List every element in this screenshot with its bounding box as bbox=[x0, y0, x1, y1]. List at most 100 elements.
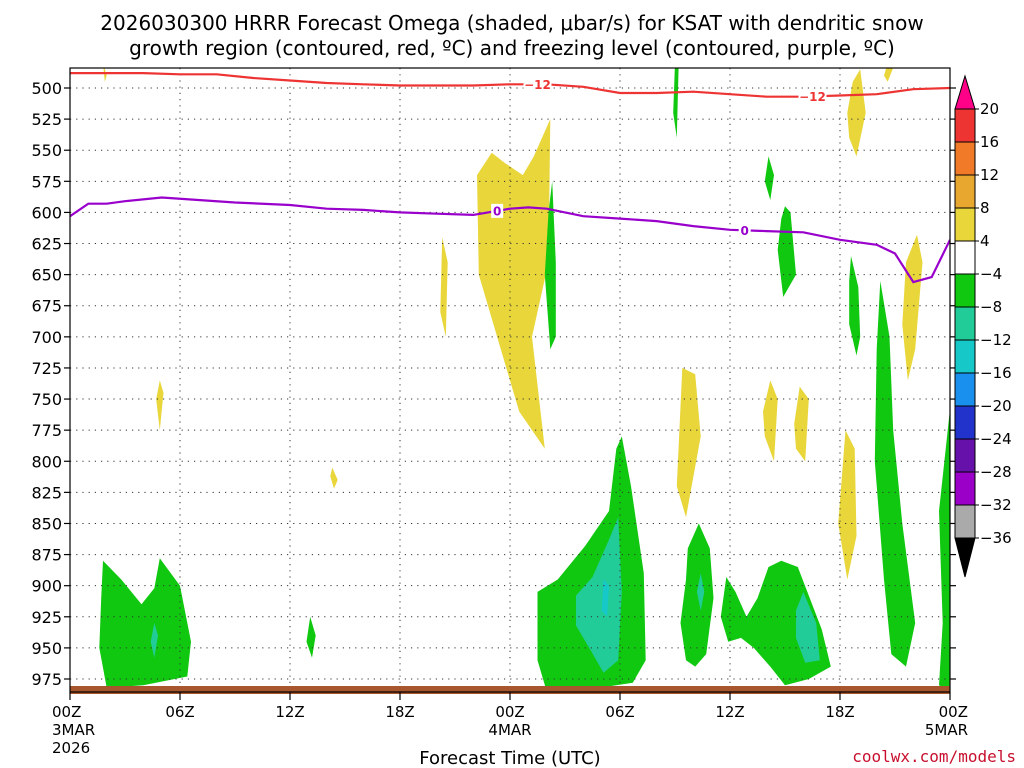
freezing-level-contour-label-1: 0 bbox=[740, 224, 748, 238]
y-tick-label-1: 525 bbox=[31, 110, 62, 129]
colorbar-label-6: −8 bbox=[980, 298, 1002, 316]
y-tick-label-17: 925 bbox=[31, 608, 62, 627]
omega-region-26 bbox=[796, 591, 820, 663]
y-tick-label-19: 975 bbox=[31, 670, 62, 689]
colorbar-arrow-bottom bbox=[954, 537, 976, 578]
credit-text: coolwx.com/models bbox=[852, 747, 1016, 766]
omega-region-23 bbox=[939, 409, 950, 692]
dendritic-contour-label-bg-1 bbox=[798, 89, 827, 104]
omega-region-0 bbox=[103, 68, 107, 82]
colorbar-swatch-2 bbox=[954, 141, 976, 176]
freezing-level-contour-label-bg-0 bbox=[491, 203, 504, 218]
surface-terrain bbox=[70, 686, 950, 694]
omega-region-21 bbox=[849, 256, 861, 356]
omega-region-28 bbox=[601, 579, 609, 617]
y-tick-label-18: 950 bbox=[31, 639, 62, 658]
colorbar-label-0: 20 bbox=[980, 100, 999, 118]
omega-region-25 bbox=[576, 517, 622, 673]
y-tick-label-8: 700 bbox=[31, 328, 62, 347]
omega-region-24 bbox=[150, 623, 158, 658]
y-tick-label-6: 650 bbox=[31, 266, 62, 285]
x-tick-sublabel-0: 3MAR bbox=[52, 721, 95, 739]
freezing-level-contour-line bbox=[70, 196, 950, 284]
colorbar-swatch-13 bbox=[954, 504, 976, 539]
omega-region-19 bbox=[777, 206, 796, 297]
colorbar-label-3: 8 bbox=[980, 199, 990, 217]
y-axis: 500 525 550 575 600 625 650 675 700 725 750 775 800 8… bbox=[31, 79, 956, 689]
y-tick-label-5: 625 bbox=[31, 235, 62, 254]
y-tick-label-14: 850 bbox=[31, 514, 62, 533]
colorbar-swatch-11 bbox=[954, 438, 976, 473]
freezing-level-contour-label-0: 0 bbox=[493, 204, 501, 218]
y-tick-label-4: 600 bbox=[31, 203, 62, 222]
omega-region-14 bbox=[544, 181, 556, 350]
colorbar-label-1: 16 bbox=[980, 133, 999, 151]
omega-region-3 bbox=[440, 237, 448, 337]
omega-region-10 bbox=[884, 68, 894, 82]
colorbar-label-9: −20 bbox=[980, 397, 1012, 415]
y-tick-label-0: 500 bbox=[31, 79, 62, 98]
omega-region-12 bbox=[99, 558, 191, 688]
x-tick-label-2: 12Z bbox=[275, 703, 304, 721]
x-tick-label-1: 06Z bbox=[165, 703, 194, 721]
omega-region-27 bbox=[697, 573, 705, 611]
colorbar-swatch-10 bbox=[954, 405, 976, 440]
x-tick-sublabel-8: 5MAR bbox=[925, 721, 968, 739]
colorbar-swatch-5 bbox=[954, 240, 976, 275]
x-tick-sublabel2-0: 2026 bbox=[52, 739, 90, 757]
omega-region-16 bbox=[673, 68, 679, 138]
x-tick-label-4: 00Z bbox=[495, 703, 524, 721]
colorbar-swatch-7 bbox=[954, 306, 976, 341]
y-tick-label-2: 550 bbox=[31, 141, 62, 160]
colorbar-swatch-1 bbox=[954, 108, 976, 143]
x-tick-sublabel-4: 4MAR bbox=[488, 721, 531, 739]
colorbar-swatch-4 bbox=[954, 207, 976, 242]
omega-region-4 bbox=[477, 119, 551, 449]
dendritic-contour-label-1: −12 bbox=[799, 90, 826, 104]
omega-region-5 bbox=[676, 367, 701, 518]
y-tick-label-3: 575 bbox=[31, 172, 62, 191]
x-tick-label-8: 00Z bbox=[939, 703, 968, 721]
x-tick-label-3: 18Z bbox=[385, 703, 414, 721]
x-tick-label-5: 06Z bbox=[605, 703, 634, 721]
y-tick-label-16: 900 bbox=[31, 577, 62, 596]
y-tick-label-11: 775 bbox=[31, 421, 62, 440]
chart-title-line-2: growth region (contoured, red, ºC) and f… bbox=[129, 36, 895, 60]
colorbar-label-11: −28 bbox=[980, 463, 1012, 481]
colorbar-label-5: −4 bbox=[980, 265, 1002, 283]
dendritic-contour-label-bg-0 bbox=[523, 77, 552, 92]
colorbar-label-7: −12 bbox=[980, 331, 1012, 349]
omega-region-6 bbox=[763, 380, 778, 462]
omega-region-1 bbox=[156, 380, 164, 431]
y-tick-label-9: 725 bbox=[31, 359, 62, 378]
omega-region-7 bbox=[794, 386, 809, 462]
colorbar-arrow-top bbox=[954, 74, 976, 110]
colorbar-label-10: −24 bbox=[980, 430, 1012, 448]
omega-region-22 bbox=[874, 280, 916, 667]
omega-region-13 bbox=[306, 616, 316, 658]
colorbar-swatch-8 bbox=[954, 339, 976, 374]
x-tick-label-6: 12Z bbox=[715, 703, 744, 721]
freezing-level-contour-label-bg-1 bbox=[738, 223, 751, 238]
y-tick-label-12: 800 bbox=[31, 452, 62, 471]
omega-region-17 bbox=[680, 523, 714, 667]
x-axis-title: Forecast Time (UTC) bbox=[419, 748, 600, 768]
colorbar-label-13: −36 bbox=[980, 529, 1012, 547]
omega-region-2 bbox=[330, 467, 338, 489]
colorbar-swatch-3 bbox=[954, 174, 976, 209]
colorbar-swatch-6 bbox=[954, 273, 976, 308]
y-tick-label-13: 825 bbox=[31, 483, 62, 502]
omega-region-9 bbox=[838, 430, 857, 580]
omega-region-8 bbox=[847, 69, 866, 157]
chart-title-line-1: 2026030300 HRRR Forecast Omega (shaded, … bbox=[100, 11, 923, 35]
colorbar-label-8: −16 bbox=[980, 364, 1012, 382]
omega-shading bbox=[99, 68, 950, 692]
colorbar: 20 16 12 8 4 −4 −8 −12 −16 −20 −24 −28 −32 −36 bbox=[954, 74, 1012, 578]
x-tick-label-0: 00Z bbox=[52, 703, 81, 721]
y-tick-label-10: 750 bbox=[31, 390, 62, 409]
colorbar-label-2: 12 bbox=[980, 166, 999, 184]
omega-region-18 bbox=[764, 156, 774, 200]
x-tick-label-7: 18Z bbox=[825, 703, 854, 721]
